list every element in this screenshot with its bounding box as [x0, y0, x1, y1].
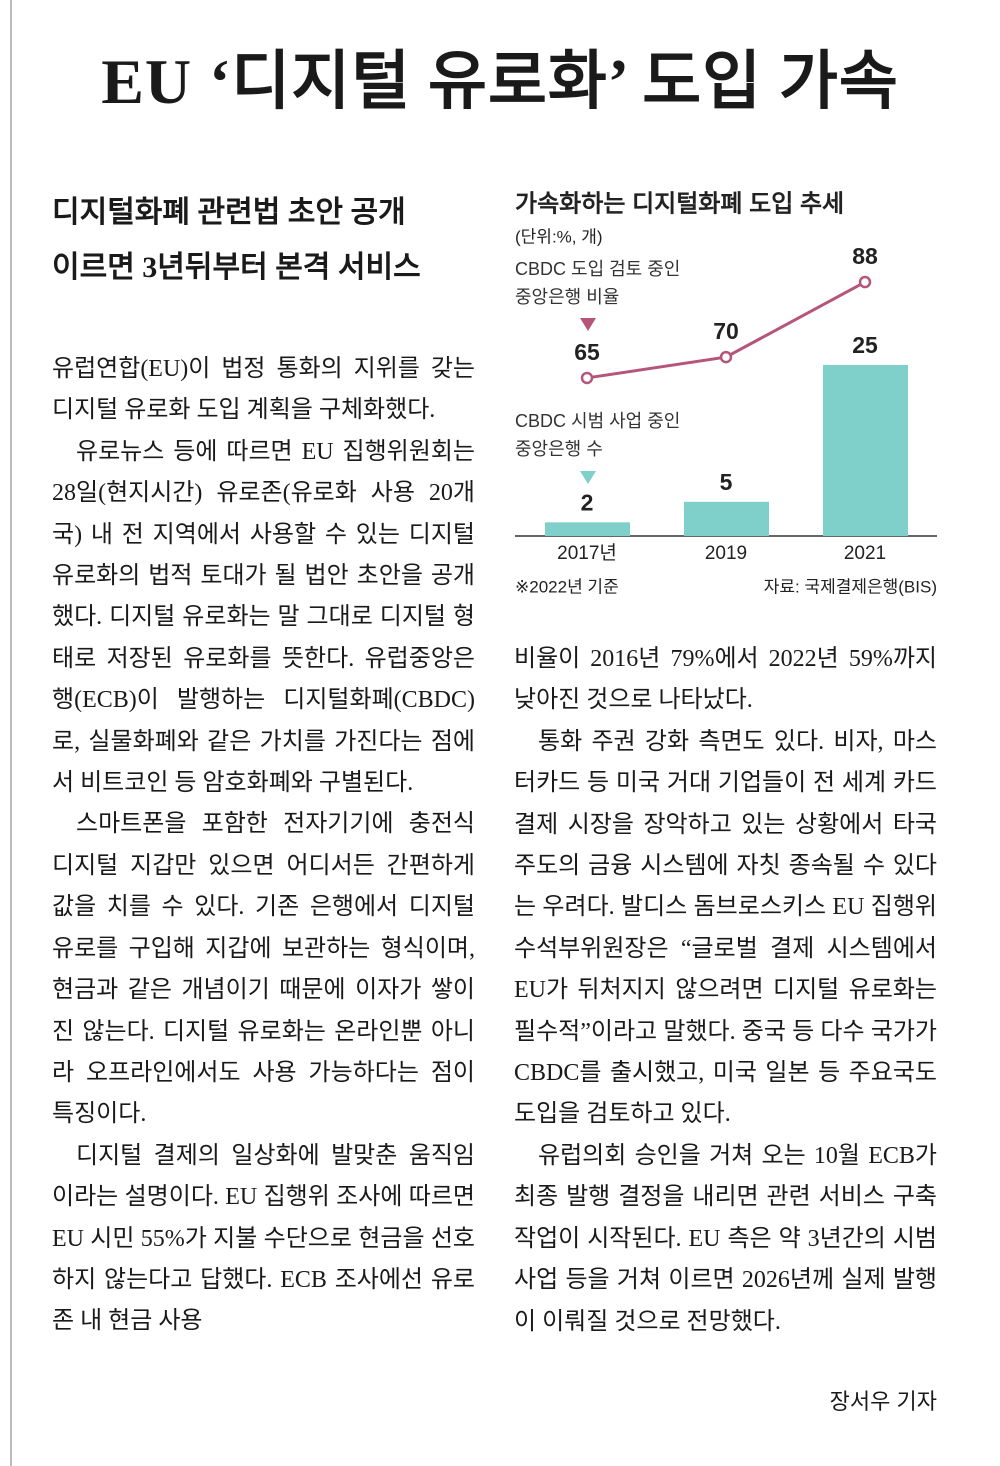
paragraph: 통화 주권 강화 측면도 있다. 비자, 마스터카드 등 미국 거대 기업들이 … — [514, 728, 937, 1128]
point-label: 88 — [852, 243, 878, 269]
subheadline: 디지털화폐 관련법 초안 공개 — [52, 196, 406, 229]
chart-note: ※2022년 기준 — [515, 577, 619, 596]
point-label: 65 — [574, 339, 600, 365]
byline: 장서우 기자 — [829, 1389, 937, 1414]
chart: 가속화하는 디지털화폐 도입 추세 (단위:%, 개) ※2022년 기준 자료… — [515, 190, 937, 596]
line-point — [858, 275, 872, 289]
paragraph: 유럽의회 승인을 거쳐 오는 10월 ECB가 최종 발행 결정을 내리면 관련… — [514, 1142, 937, 1335]
bar-label: 5 — [720, 469, 733, 495]
chart-title: 가속화하는 디지털화폐 도입 추세 — [515, 190, 844, 217]
bar — [823, 365, 908, 536]
line-point — [719, 350, 733, 364]
paragraph: 유럽연합(EU)이 법정 통화의 지위를 갖는 디지털 유로화 도입 계획을 구… — [52, 356, 475, 424]
legend-label: CBDC 도입 검토 중인 중앙은행 비율 — [515, 259, 681, 307]
paragraph: 디지털 결제의 일상화에 발맞춘 움직임이라는 설명이다. EU 집행위 조사에… — [52, 1142, 475, 1335]
x-tick-label: 2019 — [705, 543, 747, 564]
legend-marker — [580, 318, 596, 331]
x-tick-label: 2021 — [844, 543, 886, 564]
headline: EU ‘디지털 유로화’ 도입 가속 — [101, 46, 899, 117]
bar — [684, 501, 769, 536]
line-point — [580, 371, 594, 385]
legend-marker — [580, 471, 596, 484]
chart-unit: (단위:%, 개) — [515, 227, 603, 246]
legend-label: CBDC 시범 사업 중인 중앙은행 수 — [515, 411, 681, 459]
left-column: 유럽연합(EU)이 법정 통화의 지위를 갖는 디지털 유로화 도입 계획을 구… — [52, 349, 475, 1343]
chart-source: 자료: 국제결제은행(BIS) — [764, 577, 937, 596]
bar — [545, 522, 630, 536]
subheadline: 이르면 3년뒤부터 본격 서비스 — [52, 251, 421, 284]
paragraph: 유로뉴스 등에 따르면 EU 집행위원회는 28일(현지시간) 유로존(유로화 … — [52, 438, 475, 797]
x-tick-label: 2017년 — [557, 542, 617, 564]
bar-label: 2 — [581, 489, 594, 515]
bar-label: 25 — [852, 332, 878, 358]
column-rule — [10, 0, 12, 1466]
paragraph: 스마트폰을 포함한 전자기기에 충전식 디지털 지갑만 있으면 어디서든 간편하… — [52, 811, 475, 1128]
paragraph: 비율이 2016년 79%에서 2022년 59%까지 낮아진 것으로 나타났다… — [514, 646, 937, 714]
right-column: 비율이 2016년 79%에서 2022년 59%까지 낮아진 것으로 나타났다… — [514, 639, 937, 1343]
point-label: 70 — [713, 318, 739, 344]
